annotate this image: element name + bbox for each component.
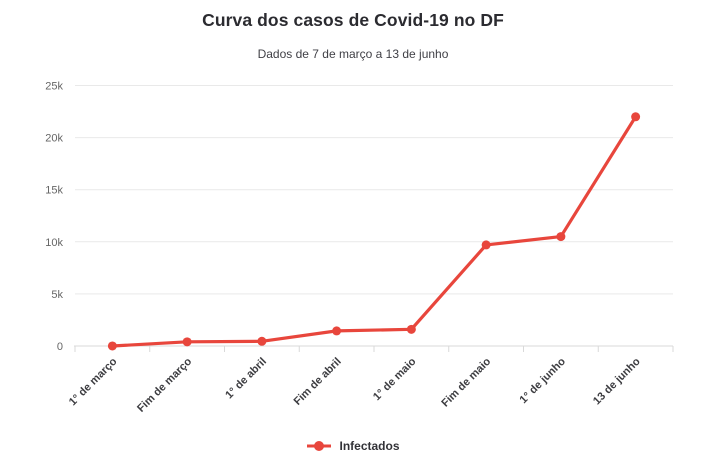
y-axis-tick-label: 5k <box>51 289 63 301</box>
data-point-2[interactable] <box>257 336 267 346</box>
x-axis-category-label: Fim de março <box>135 355 194 414</box>
chart-title: Curva dos casos de Covid-19 no DF <box>202 10 504 30</box>
legend: Infectados <box>0 439 706 453</box>
data-point-0[interactable] <box>107 341 117 351</box>
x-axis-category-label: Fim de maio <box>439 355 493 409</box>
y-axis-tick-label: 25k <box>45 81 63 93</box>
y-axis-tick-label: 10k <box>45 237 63 249</box>
chart-subtitle: Dados de 7 de março a 13 de junho <box>257 47 449 61</box>
x-axis-category-label: 13 de junho <box>591 355 643 407</box>
data-point-5[interactable] <box>481 240 491 250</box>
x-axis-category-label: 1° de junho <box>518 355 569 406</box>
x-axis-category-label: 1° de maio <box>371 355 419 403</box>
y-axis-tick-label: 20k <box>45 133 63 145</box>
y-axis-tick-label: 0 <box>57 341 63 353</box>
data-point-7[interactable] <box>631 112 641 122</box>
legend-series-marker-icon <box>307 441 332 451</box>
data-point-3[interactable] <box>332 326 342 336</box>
data-point-4[interactable] <box>406 324 416 334</box>
data-point-1[interactable] <box>182 337 192 347</box>
data-point-6[interactable] <box>556 232 566 242</box>
series-line-infectados <box>110 115 638 348</box>
x-axis-category-label: 1° de março <box>67 355 120 408</box>
legend-item-infectados[interactable]: Infectados <box>306 439 400 453</box>
y-axis-tick-label: 15k <box>45 185 63 197</box>
x-axis-category-label: Fim de abril <box>292 356 344 408</box>
legend-series-label: Infectados <box>339 439 400 453</box>
x-axis-category-label: 1° de abril <box>223 356 269 402</box>
